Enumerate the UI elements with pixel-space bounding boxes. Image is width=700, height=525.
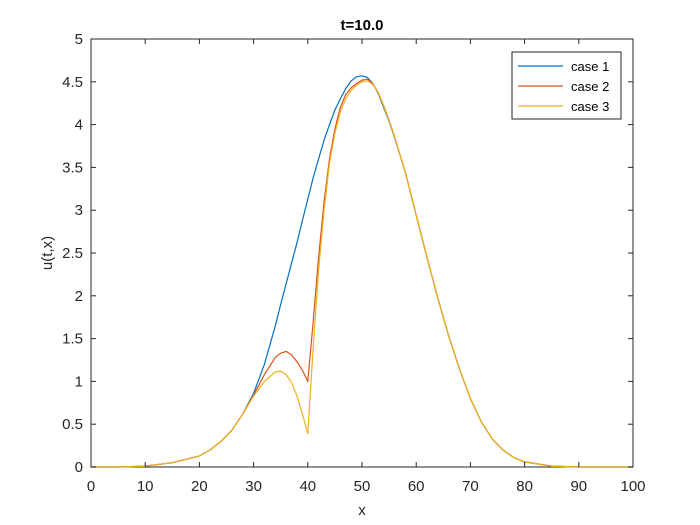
x-axis-label: x [358, 502, 366, 519]
y-tick-label: 3 [75, 202, 83, 219]
y-tick-label: 1.5 [62, 331, 83, 348]
x-tick-label: 100 [620, 478, 645, 495]
y-axis-label: u(t,x) [39, 236, 56, 270]
x-tick-label: 80 [516, 478, 533, 495]
ticks-layer: 0 10 20 30 40 50 60 70 80 90 100 0 0.5 1 1.5 2 2.5 3 3.5 4 4… [62, 31, 645, 495]
legend-label-case-2: case 2 [571, 79, 609, 94]
y-tick-label: 2 [75, 288, 83, 305]
x-tick-label: 50 [354, 478, 371, 495]
series-line-case-3 [90, 80, 634, 468]
y-tick-label: 3.5 [62, 159, 83, 176]
x-tick-label: 60 [408, 478, 425, 495]
legend: case 1 case 2 case 3 [511, 51, 622, 120]
series-layer [90, 75, 634, 468]
x-tick-label: 70 [462, 478, 479, 495]
x-tick-label: 30 [245, 478, 262, 495]
x-tick-label: 0 [87, 478, 95, 495]
x-tick-label: 10 [137, 478, 154, 495]
y-tick-label: 4.5 [62, 74, 83, 91]
legend-label-case-1: case 1 [571, 59, 609, 74]
x-tick-label: 90 [570, 478, 587, 495]
y-tick-label: 0.5 [62, 416, 83, 433]
legend-label-case-3: case 3 [571, 99, 609, 114]
y-tick-label: 1 [75, 373, 83, 390]
x-tick-label: 40 [299, 478, 316, 495]
x-tick-label: 20 [191, 478, 208, 495]
y-tick-label: 4 [75, 117, 83, 134]
y-tick-label: 0 [75, 459, 83, 476]
chart-title: t=10.0 [341, 17, 384, 34]
y-tick-label: 5 [75, 31, 83, 48]
y-tick-label: 2.5 [62, 245, 83, 262]
